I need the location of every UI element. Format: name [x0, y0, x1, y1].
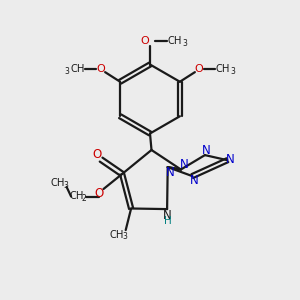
Text: 3: 3: [183, 39, 188, 48]
Text: N: N: [166, 166, 175, 179]
Text: CH: CH: [69, 191, 84, 201]
Text: CH: CH: [216, 64, 230, 74]
Text: N: N: [190, 174, 199, 187]
Text: O: O: [95, 187, 104, 200]
Text: N: N: [163, 209, 172, 222]
Text: 2: 2: [82, 194, 87, 203]
Text: 3: 3: [63, 181, 68, 190]
Text: CH: CH: [168, 36, 182, 46]
Text: N: N: [202, 144, 211, 157]
Text: O: O: [92, 148, 101, 161]
Text: O: O: [194, 64, 203, 74]
Text: O: O: [97, 64, 106, 74]
Text: N: N: [179, 158, 188, 171]
Text: 3: 3: [64, 67, 70, 76]
Text: CH: CH: [50, 178, 65, 188]
Text: H: H: [164, 216, 172, 226]
Text: CH: CH: [110, 230, 124, 240]
Text: 3: 3: [122, 232, 127, 241]
Text: N: N: [226, 153, 235, 166]
Text: CH: CH: [70, 64, 84, 74]
Text: 3: 3: [230, 67, 236, 76]
Text: O: O: [140, 36, 149, 46]
